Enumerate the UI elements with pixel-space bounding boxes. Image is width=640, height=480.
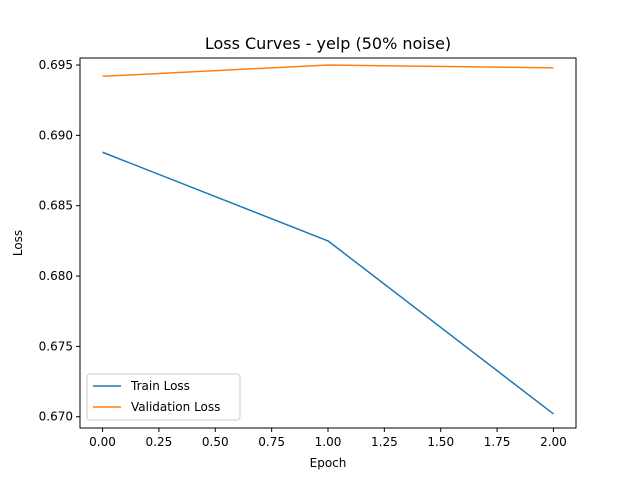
x-axis-ticks: 0.00 0.25 0.50 0.75 1.00 1.25 1.50 1.75 2.00 xyxy=(89,428,567,449)
y-tick-label: 0.695 xyxy=(39,58,73,72)
legend: Train Loss Validation Loss xyxy=(86,373,241,421)
legend-label: Validation Loss xyxy=(131,400,220,414)
x-axis-label: Epoch xyxy=(310,456,347,470)
series-line-train-loss xyxy=(102,151,554,415)
series-lines xyxy=(102,64,554,415)
y-tick-label: 0.670 xyxy=(39,410,73,424)
y-tick-label: 0.675 xyxy=(39,339,73,353)
y-axis-ticks: 0.670 0.675 0.680 0.685 0.690 0.695 xyxy=(39,58,80,424)
x-tick-label: 1.00 xyxy=(315,435,342,449)
x-tick-label: 0.75 xyxy=(258,435,285,449)
legend-box xyxy=(86,373,241,421)
x-tick-label: 1.75 xyxy=(484,435,511,449)
chart-title: Loss Curves - yelp (50% noise) xyxy=(205,34,451,53)
legend-label: Train Loss xyxy=(130,379,190,393)
y-axis-label: Loss xyxy=(11,230,25,256)
x-tick-label: 0.00 xyxy=(89,435,116,449)
x-tick-label: 0.50 xyxy=(202,435,229,449)
y-tick-label: 0.680 xyxy=(39,269,73,283)
x-tick-label: 1.25 xyxy=(371,435,398,449)
x-tick-label: 2.00 xyxy=(540,435,567,449)
x-tick-label: 0.25 xyxy=(146,435,173,449)
series-line-validation-loss xyxy=(102,64,554,78)
y-tick-label: 0.690 xyxy=(39,128,73,142)
x-tick-label: 1.50 xyxy=(427,435,454,449)
plot-area: 0.00 0.25 0.50 0.75 1.00 1.25 1.50 1.75 2.00 0.6… xyxy=(39,57,577,449)
y-tick-label: 0.685 xyxy=(39,199,73,213)
